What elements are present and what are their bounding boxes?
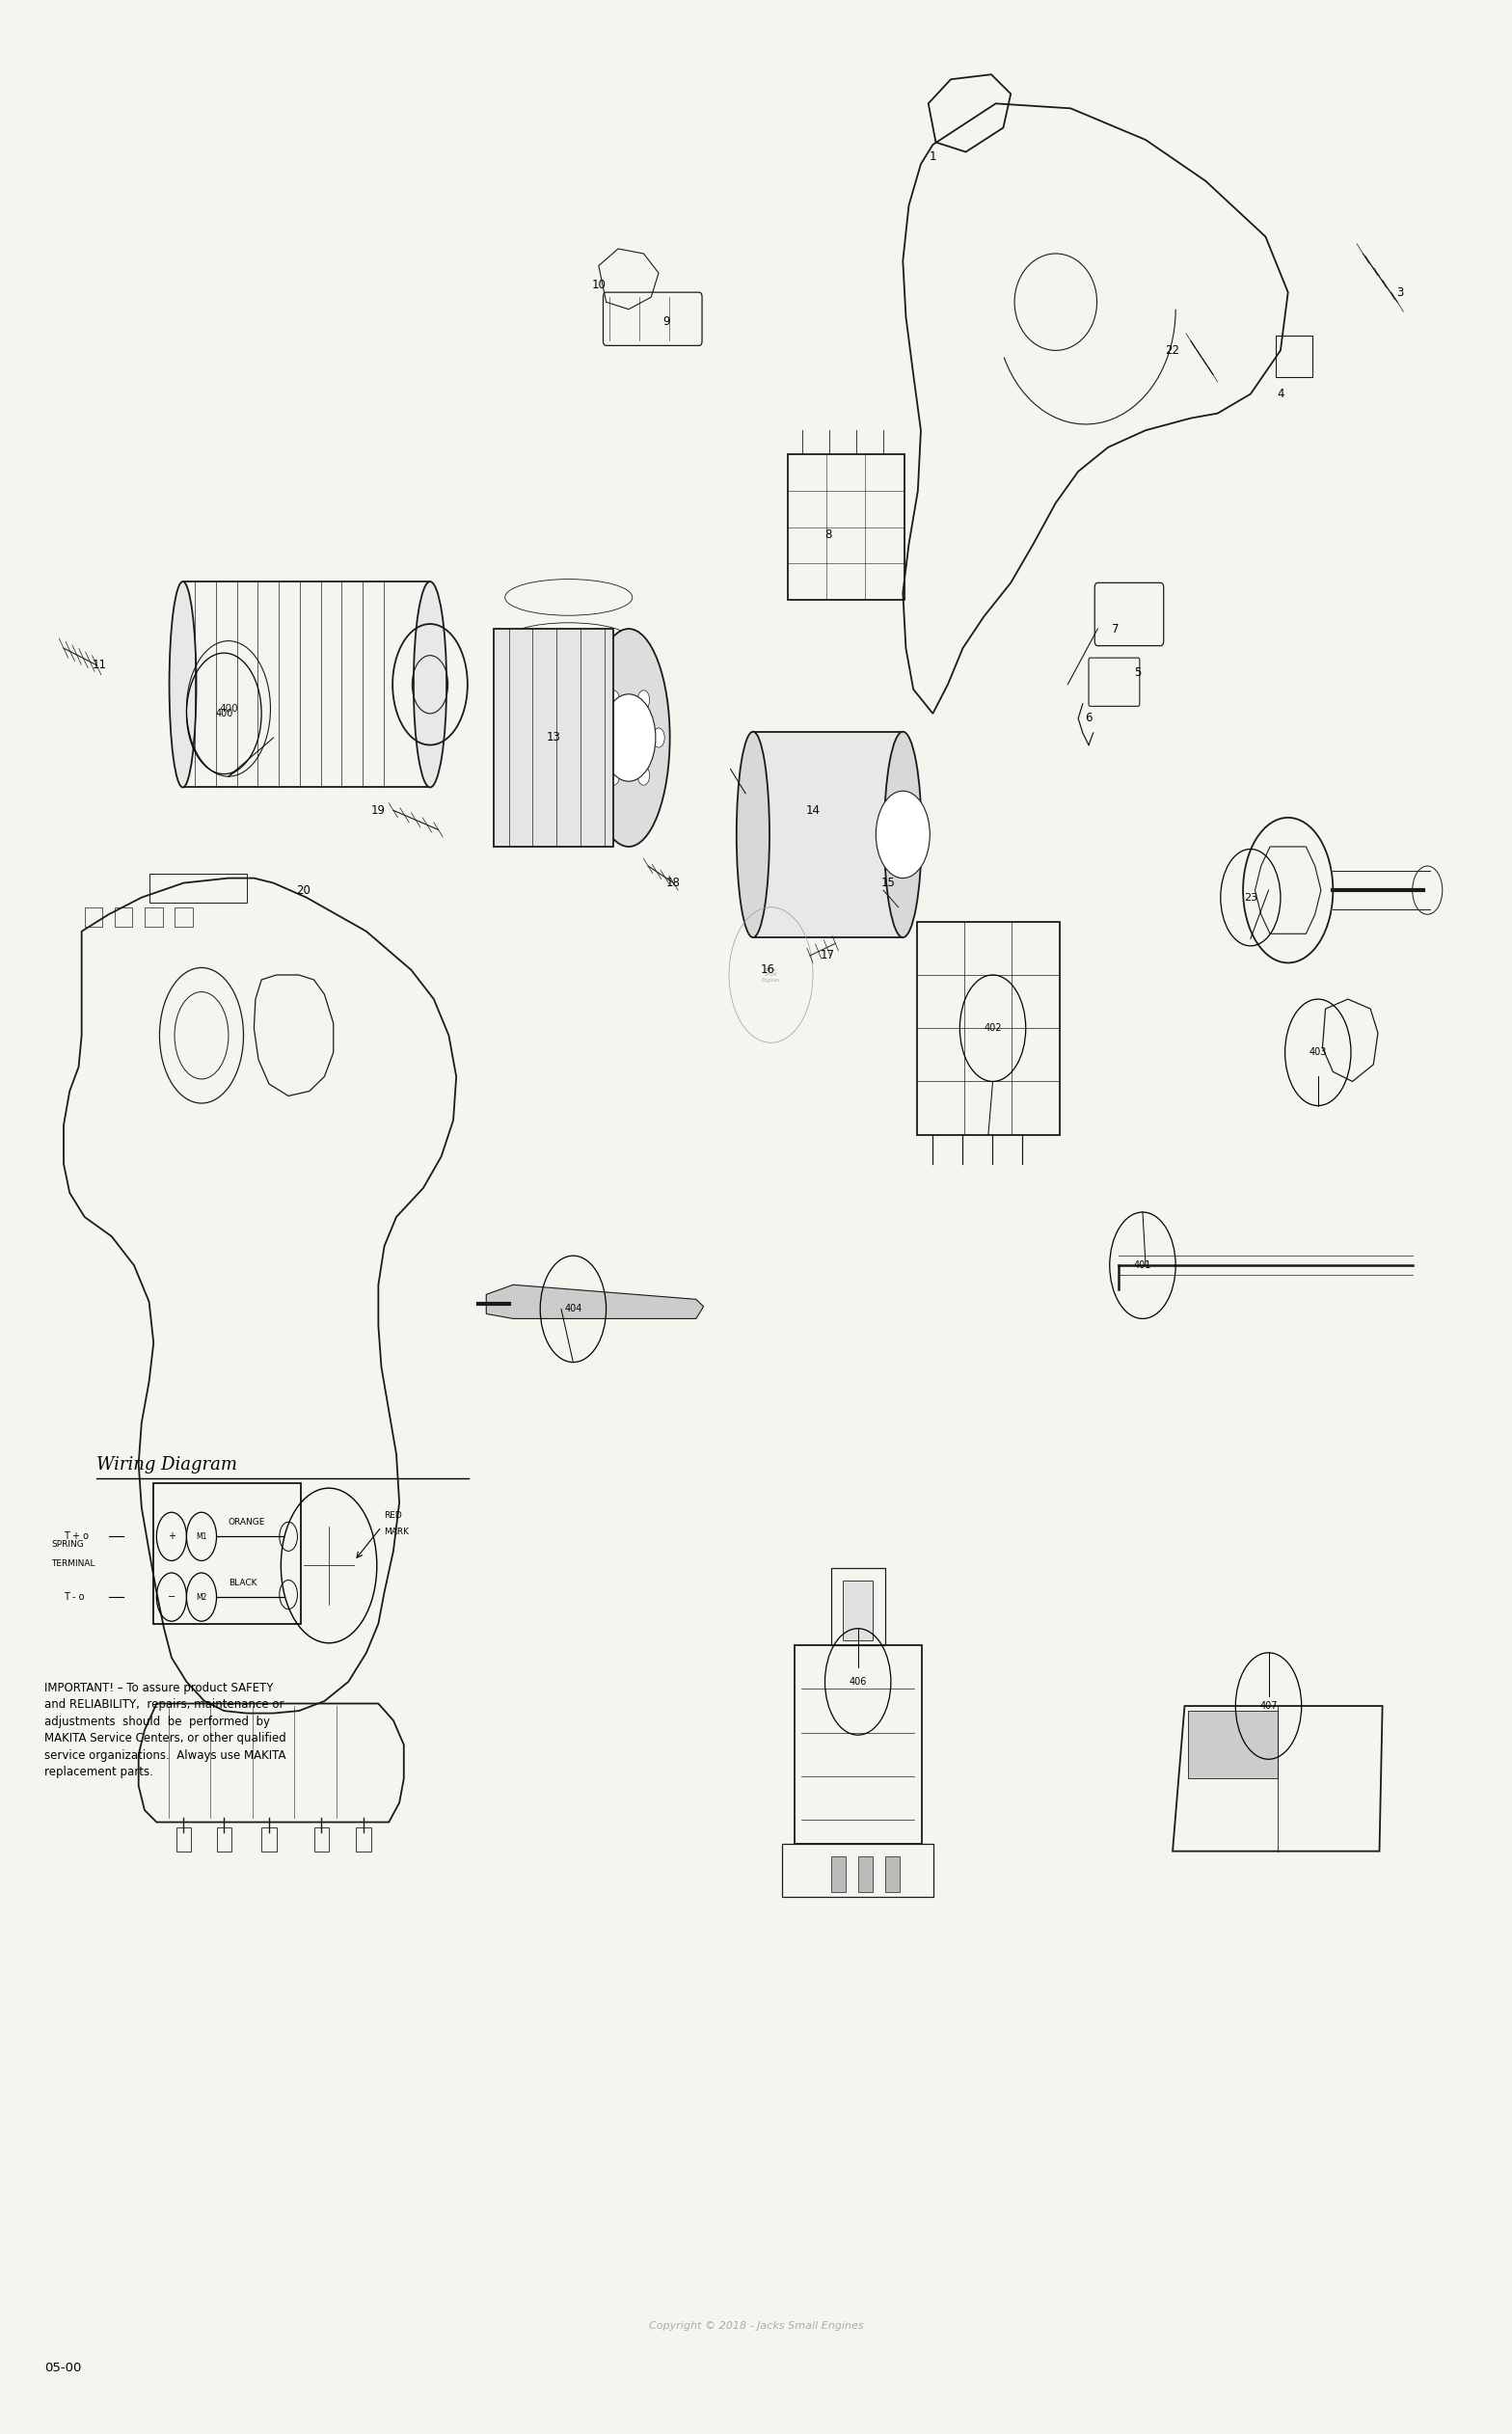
Text: 13: 13: [546, 733, 561, 745]
Text: 11: 11: [92, 660, 107, 672]
Bar: [1187, 1711, 1278, 1779]
Text: 22: 22: [1166, 343, 1179, 358]
Bar: [857, 1857, 872, 1891]
Text: 6: 6: [1086, 713, 1092, 725]
Bar: [885, 1857, 900, 1891]
Text: ORANGE: ORANGE: [228, 1519, 266, 1526]
Text: T + o: T + o: [64, 1531, 89, 1541]
Bar: [918, 922, 1060, 1134]
Bar: [782, 1845, 933, 1896]
Text: 20: 20: [296, 884, 310, 896]
Ellipse shape: [169, 582, 197, 786]
Text: 400: 400: [219, 703, 237, 713]
Bar: [183, 582, 429, 786]
Bar: [85, 908, 103, 927]
Text: RED: RED: [384, 1512, 402, 1519]
Circle shape: [602, 694, 656, 781]
Text: 14: 14: [806, 803, 820, 815]
Circle shape: [593, 728, 605, 747]
Bar: [216, 1828, 231, 1852]
Bar: [150, 874, 246, 903]
Bar: [355, 1828, 370, 1852]
Bar: [832, 1567, 885, 1645]
Text: Copyright © 2018 - Jacks Small Engines: Copyright © 2018 - Jacks Small Engines: [649, 2320, 863, 2329]
Bar: [115, 908, 133, 927]
Ellipse shape: [414, 582, 446, 786]
Text: TERMINAL: TERMINAL: [51, 1560, 95, 1567]
Circle shape: [638, 767, 650, 786]
Text: MARK: MARK: [384, 1529, 410, 1536]
Text: 10: 10: [591, 280, 606, 292]
Text: IMPORTANT! – To assure product SAFETY
and RELIABILITY,  repairs, maintenance or
: IMPORTANT! – To assure product SAFETY an…: [44, 1682, 286, 1779]
Bar: [262, 1828, 277, 1852]
Text: Jacks
Small
Engines: Jacks Small Engines: [762, 966, 780, 983]
Polygon shape: [487, 1285, 703, 1319]
Text: −: −: [168, 1592, 175, 1602]
Ellipse shape: [736, 733, 770, 937]
Text: 403: 403: [1309, 1047, 1328, 1056]
Bar: [145, 908, 163, 927]
Bar: [174, 908, 192, 927]
Text: 404: 404: [564, 1305, 582, 1314]
Text: BLACK: BLACK: [228, 1580, 257, 1587]
Text: 400: 400: [215, 708, 233, 718]
Bar: [794, 1645, 922, 1845]
Bar: [314, 1828, 330, 1852]
Text: 4: 4: [1278, 387, 1284, 399]
Text: 19: 19: [370, 803, 386, 815]
Text: T - o: T - o: [64, 1592, 85, 1602]
Circle shape: [608, 691, 620, 711]
Text: 05-00: 05-00: [44, 2361, 82, 2373]
Ellipse shape: [587, 628, 670, 847]
Ellipse shape: [885, 733, 922, 937]
Text: 23: 23: [1244, 893, 1258, 903]
Bar: [494, 628, 614, 847]
Text: 8: 8: [824, 528, 832, 540]
Bar: [842, 1580, 872, 1641]
Bar: [832, 1857, 845, 1891]
Bar: [154, 1482, 301, 1623]
Bar: [753, 733, 903, 937]
Text: SPRING: SPRING: [51, 1541, 85, 1548]
Text: 17: 17: [821, 949, 835, 961]
Text: 7: 7: [1111, 623, 1119, 635]
Text: 401: 401: [1134, 1261, 1152, 1271]
Circle shape: [875, 791, 930, 879]
Text: 3: 3: [1397, 287, 1405, 299]
Text: 15: 15: [880, 876, 895, 888]
Circle shape: [653, 728, 665, 747]
Circle shape: [638, 691, 650, 711]
Text: 407: 407: [1259, 1701, 1278, 1711]
Text: M1: M1: [197, 1531, 207, 1541]
Bar: [175, 1828, 191, 1852]
Circle shape: [608, 767, 620, 786]
Text: M2: M2: [197, 1592, 207, 1602]
Text: 9: 9: [662, 314, 670, 329]
Text: +: +: [168, 1531, 175, 1541]
Bar: [788, 455, 904, 599]
Text: 16: 16: [761, 964, 776, 976]
Text: 402: 402: [984, 1022, 1001, 1032]
Text: 5: 5: [1134, 667, 1142, 679]
Text: Wiring Diagram: Wiring Diagram: [97, 1456, 237, 1473]
Text: 406: 406: [850, 1677, 866, 1687]
Text: 1: 1: [930, 151, 936, 163]
Text: 18: 18: [667, 876, 680, 888]
